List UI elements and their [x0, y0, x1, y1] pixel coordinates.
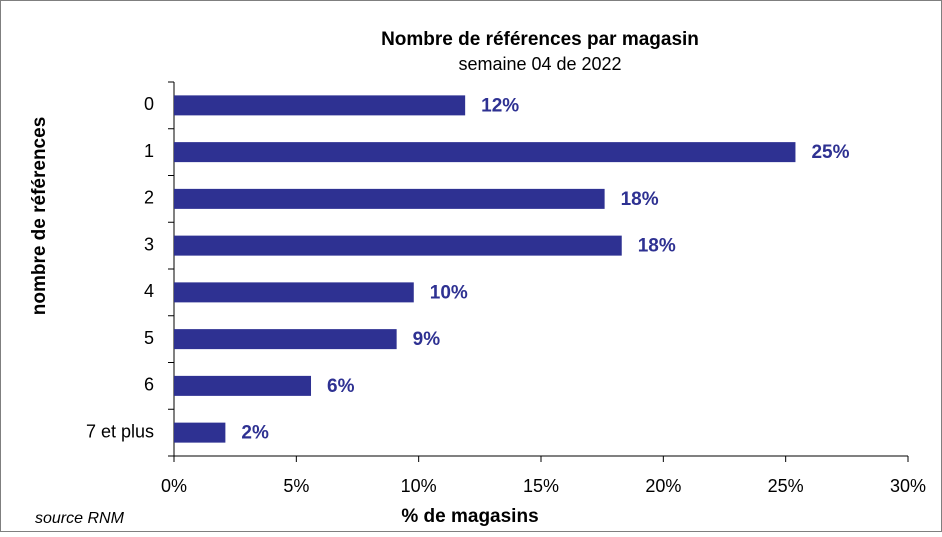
- y-tick-label: 6: [144, 375, 154, 395]
- bar: [174, 142, 796, 163]
- data-label: 6%: [327, 376, 355, 397]
- y-tick-label: 4: [144, 281, 154, 301]
- x-tick-label: 30%: [890, 476, 926, 496]
- x-tick-label: 15%: [523, 476, 559, 496]
- bar: [174, 235, 622, 256]
- data-label: 18%: [621, 189, 659, 210]
- y-tick-label: 5: [144, 328, 154, 348]
- data-label: 10%: [430, 282, 468, 303]
- source-note: source RNM: [35, 510, 125, 527]
- data-label: 2%: [241, 423, 269, 444]
- chart-title: Nombre de références par magasin: [381, 29, 699, 50]
- bar: [174, 282, 414, 303]
- data-label: 12%: [481, 95, 519, 116]
- x-tick-label: 25%: [768, 476, 804, 496]
- y-tick-label: 2: [144, 188, 154, 208]
- y-tick-label: 0: [144, 94, 154, 114]
- y-axis-label: nombre de références: [29, 117, 50, 316]
- bar: [174, 95, 466, 116]
- y-tick-label: 3: [144, 234, 154, 254]
- x-axis-label: % de magasins: [401, 506, 538, 527]
- bar: [174, 422, 226, 443]
- x-tick-label: 20%: [645, 476, 681, 496]
- data-label: 25%: [811, 142, 849, 163]
- chart-subtitle: semaine 04 de 2022: [458, 54, 621, 74]
- bar: [174, 329, 397, 350]
- data-label: 18%: [638, 236, 676, 257]
- x-tick-label: 0%: [161, 476, 187, 496]
- bar: [174, 188, 605, 209]
- data-label: 9%: [413, 329, 441, 350]
- x-tick-label: 5%: [283, 476, 309, 496]
- x-tick-label: 10%: [401, 476, 437, 496]
- y-tick-label: 7 et plus: [86, 421, 154, 441]
- bar: [174, 375, 312, 396]
- y-tick-label: 1: [144, 141, 154, 161]
